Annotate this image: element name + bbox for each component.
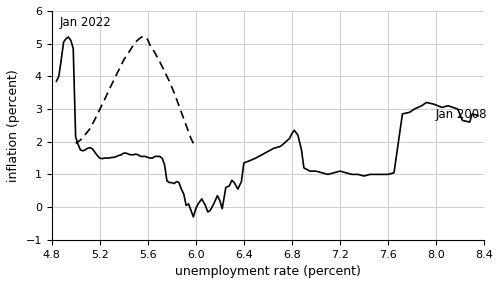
Text: Jan 2022: Jan 2022 <box>60 16 112 29</box>
Y-axis label: inflation (percent): inflation (percent) <box>7 69 20 182</box>
X-axis label: unemployment rate (percent): unemployment rate (percent) <box>175 265 361 278</box>
Text: Jan 2008: Jan 2008 <box>436 108 488 121</box>
